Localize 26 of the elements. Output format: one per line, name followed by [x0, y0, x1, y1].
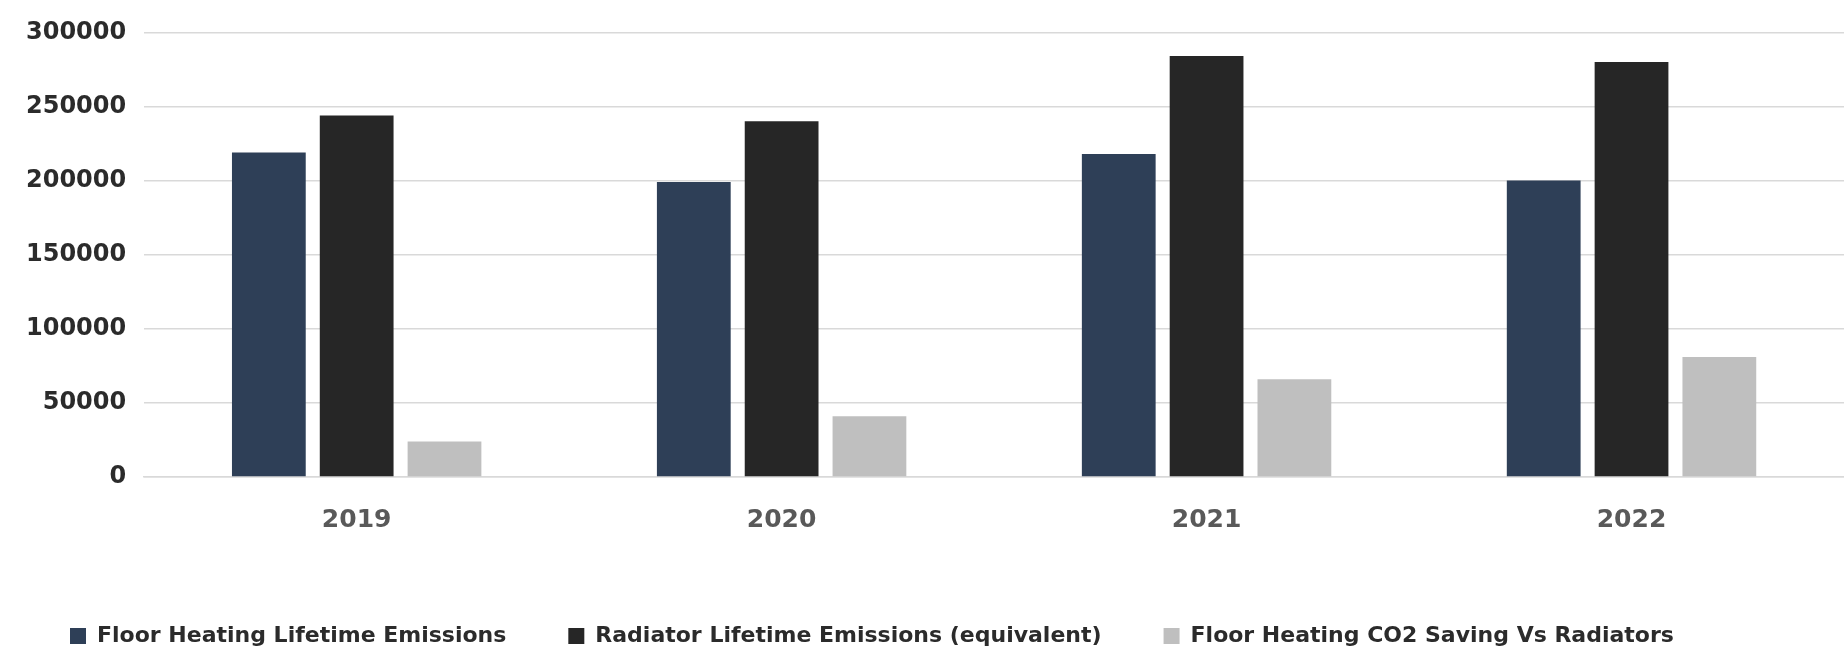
- bar: [744, 121, 819, 477]
- x-tick-label: 2021: [1171, 503, 1242, 533]
- x-tick-label: 2020: [746, 503, 817, 533]
- x-tick-label: 2019: [321, 503, 392, 533]
- bar: [832, 416, 907, 477]
- x-tick-label: 2022: [1596, 503, 1667, 533]
- bar: [1169, 56, 1244, 477]
- bar: [407, 441, 482, 477]
- legend-label: Floor Heating Lifetime Emissions: [97, 621, 507, 647]
- bar: [1506, 180, 1581, 477]
- bar: [1257, 379, 1332, 477]
- y-tick-label: 150000: [25, 238, 127, 267]
- legend-label: Floor Heating CO2 Saving Vs Radiators: [1190, 621, 1674, 647]
- bar: [1594, 62, 1669, 477]
- bar: [1682, 356, 1757, 477]
- bar: [231, 152, 306, 477]
- bar: [319, 115, 394, 477]
- bar: [1081, 153, 1156, 477]
- y-tick-label: 50000: [42, 387, 127, 416]
- y-tick-label: 200000: [25, 164, 127, 193]
- bar: [656, 182, 731, 477]
- y-tick-label: 250000: [25, 90, 127, 119]
- legend-label: Radiator Lifetime Emissions (equivalent): [595, 621, 1102, 647]
- y-tick-label: 300000: [25, 16, 127, 45]
- y-tick-label: 100000: [25, 313, 127, 342]
- y-tick-label: 0: [109, 461, 127, 490]
